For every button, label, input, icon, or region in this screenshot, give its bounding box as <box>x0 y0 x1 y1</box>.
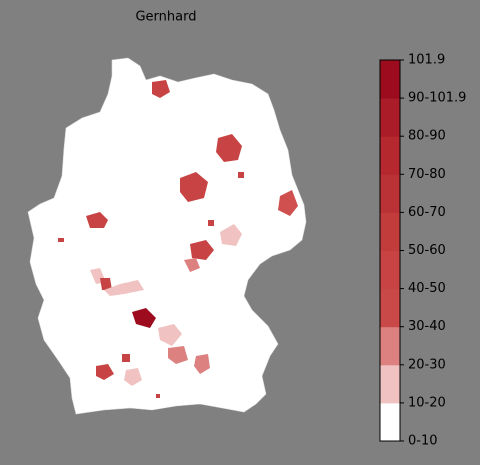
colorbar-band <box>380 364 400 404</box>
region <box>168 346 188 364</box>
region <box>220 224 242 246</box>
region <box>194 354 210 374</box>
colorbar-band <box>380 136 400 175</box>
region <box>180 172 208 202</box>
colorbar-label: 0-10 <box>408 434 438 449</box>
colorbar-band <box>380 98 400 137</box>
map-title: Gernhard <box>135 10 196 25</box>
colorbar-band <box>380 60 400 99</box>
colorbar-label: 60-70 <box>408 205 446 220</box>
colorbar-label: 40-50 <box>408 281 446 296</box>
region <box>96 364 114 380</box>
colorbar-band <box>380 288 400 328</box>
region <box>238 172 244 178</box>
region <box>216 134 242 162</box>
colorbar-label: 10-20 <box>408 395 446 410</box>
region <box>158 324 182 346</box>
colorbar-band <box>380 212 400 251</box>
colorbar-label: 70-80 <box>408 167 446 182</box>
colorbar-label: 50-60 <box>408 243 446 258</box>
region <box>58 238 64 242</box>
region <box>278 190 298 216</box>
region <box>122 354 130 362</box>
region <box>104 280 144 296</box>
colorbar-label: 101.9 <box>408 53 445 68</box>
colorbar-band <box>380 402 400 442</box>
colorbar-band <box>380 326 400 366</box>
region <box>208 220 214 226</box>
region <box>100 278 112 290</box>
colorbar-label: 30-40 <box>408 319 446 334</box>
region <box>190 240 214 260</box>
colorbar-label: 80-90 <box>408 129 446 144</box>
region <box>124 368 142 386</box>
region <box>184 258 200 272</box>
colorbar-band <box>380 250 400 290</box>
colorbar-label: 90-101.9 <box>408 91 466 106</box>
region <box>152 80 170 98</box>
region <box>156 394 160 398</box>
region <box>86 212 108 228</box>
colorbar-label: 20-30 <box>408 357 446 372</box>
colorbar-band <box>380 174 400 213</box>
map <box>27 57 307 415</box>
region <box>132 308 156 328</box>
